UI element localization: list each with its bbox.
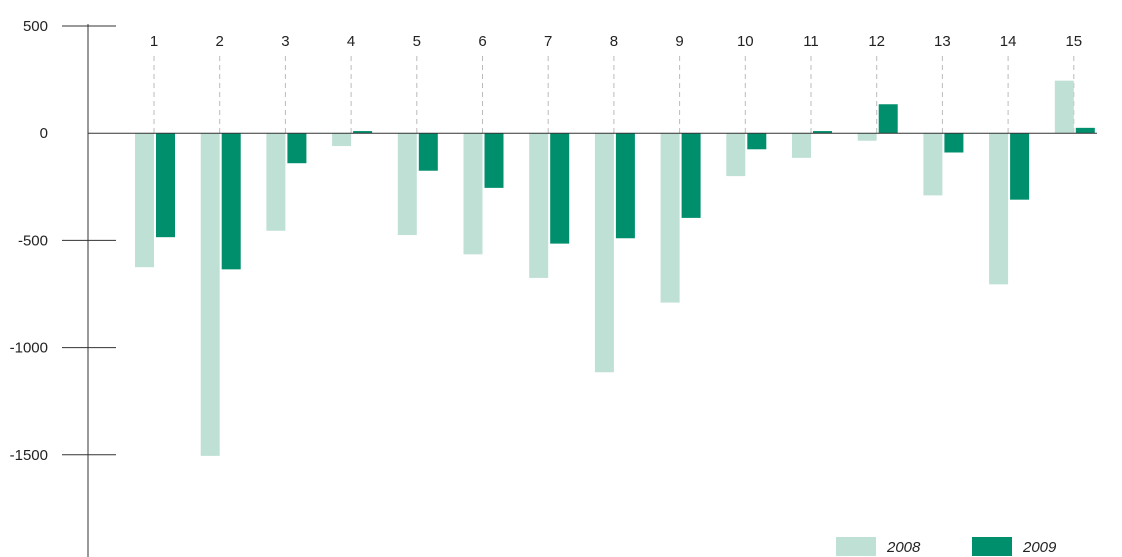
bar-2009-cat-1: [156, 133, 175, 238]
bar-2009-cat-13: [944, 133, 964, 153]
bar-2008-cat-1: [135, 133, 154, 268]
category-label: 3: [281, 33, 289, 50]
category-label: 7: [544, 33, 552, 50]
category-label: 11: [803, 33, 819, 50]
bar-2009-cat-10: [747, 133, 767, 150]
bar-2009-cat-5: [418, 133, 438, 171]
bar-2009-cat-11: [813, 131, 832, 134]
category-label: 9: [675, 33, 683, 50]
y-tick-label: 0: [40, 125, 48, 142]
y-tick-label: -1000: [10, 340, 48, 357]
x-axis-categories: 1 2 3 4 5 6 7 8 9 10 11 12 13 14 15: [150, 33, 1082, 50]
y-tick-label: -2000: [10, 554, 48, 557]
y-tick-label: -500: [18, 232, 48, 249]
bar-2008-cat-5: [397, 133, 417, 236]
category-label: 10: [737, 33, 754, 50]
bar-2008-cat-6: [463, 133, 483, 255]
category-label: 5: [413, 33, 421, 50]
legend-label-2009: 2009: [1022, 539, 1057, 556]
category-label: 15: [1065, 33, 1082, 50]
bar-2009-cat-9: [681, 133, 701, 218]
legend-label-2008: 2008: [886, 539, 921, 556]
category-guides: [153, 56, 1075, 134]
legend: 2008 2009: [836, 537, 1057, 556]
category-label: 13: [934, 33, 951, 50]
y-tick-label: -1500: [10, 447, 48, 464]
bar-2009-cat-3: [287, 133, 307, 164]
category-label: 1: [150, 33, 158, 50]
bar-2009-cat-14: [1010, 133, 1030, 200]
bar-2008-cat-12: [857, 133, 877, 141]
bar-2009-cat-7: [550, 133, 570, 244]
bar-2009-cat-2: [221, 133, 241, 270]
bar-2008-cat-11: [792, 133, 811, 158]
bar-2008-cat-15: [1054, 80, 1074, 134]
bar-2009-cat-8: [615, 133, 635, 239]
bar-2008-cat-10: [726, 133, 746, 177]
bar-2008-cat-9: [660, 133, 680, 303]
y-axis-ticks: 500 0 -500 -1000 -1500 -2000: [10, 18, 116, 557]
axes: [87, 24, 1097, 557]
category-label: 12: [868, 33, 885, 50]
bar-2009-cat-12: [878, 104, 898, 134]
bar-2009-cat-4: [353, 131, 373, 134]
bar-2009-cat-6: [484, 133, 504, 188]
bar-2008-cat-13: [923, 133, 943, 196]
bars: [135, 80, 1095, 456]
bar-2008-cat-4: [332, 133, 352, 147]
legend-swatch-2009: [972, 537, 1012, 556]
category-label: 14: [1000, 33, 1017, 50]
category-label: 2: [216, 33, 224, 50]
y-tick-label: 500: [23, 18, 48, 35]
bar-2008-cat-8: [594, 133, 614, 373]
bar-2008-cat-2: [200, 133, 220, 456]
bar-2008-cat-7: [529, 133, 549, 278]
bar-2008-cat-14: [989, 133, 1009, 285]
bar-2008-cat-3: [266, 133, 286, 231]
category-label: 8: [610, 33, 618, 50]
category-label: 6: [478, 33, 486, 50]
bar-2009-cat-15: [1075, 127, 1095, 134]
category-label: 4: [347, 33, 355, 50]
legend-swatch-2008: [836, 537, 876, 556]
